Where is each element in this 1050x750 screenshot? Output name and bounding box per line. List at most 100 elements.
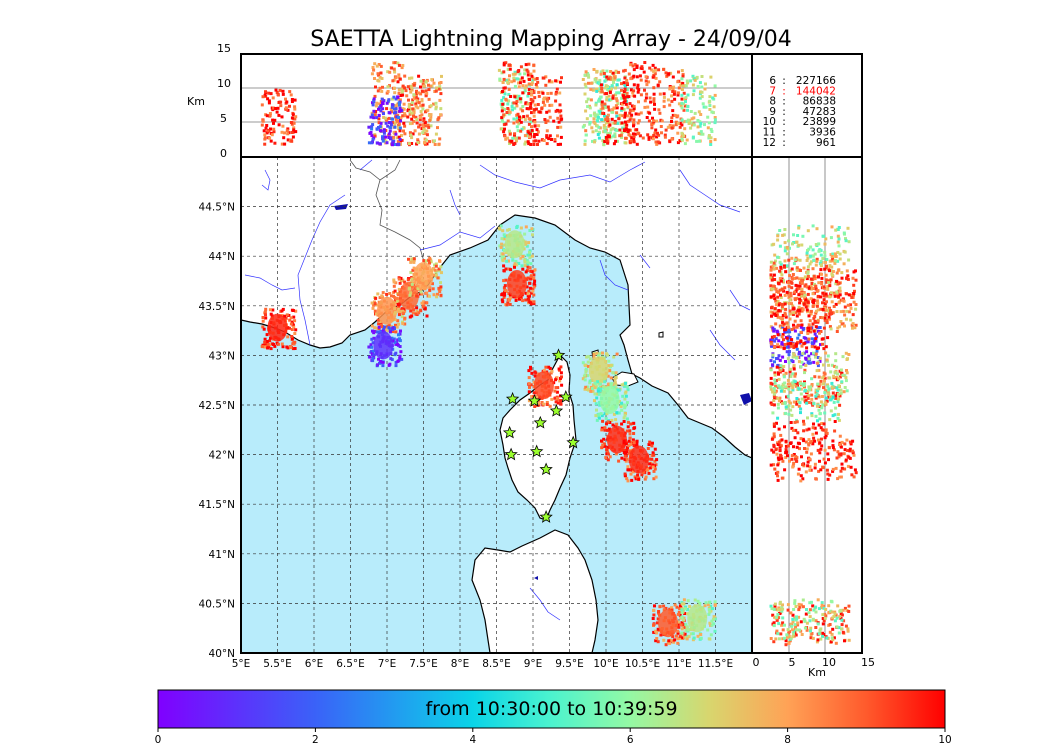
- storm-cell: [497, 224, 535, 268]
- lat-tick-label: 43.5°N: [199, 301, 235, 313]
- lon-tick-label: 6.5°E: [336, 658, 365, 670]
- count-level: 10: [763, 116, 776, 128]
- storm-cell-altitude-top: [527, 74, 564, 146]
- counts-panel: 6:2271667:1440428:868389:4728310:2389911…: [751, 53, 863, 158]
- top-panel-yaxis: 15 10 5 0 Km: [187, 42, 231, 160]
- lake-3: [740, 393, 752, 405]
- lon-tick-label: 9°E: [524, 658, 543, 670]
- giglio-island: [658, 331, 664, 338]
- right-xtick-0: 0: [753, 656, 760, 669]
- lon-tick-label: 6°E: [305, 658, 324, 670]
- station-star-icon: [549, 403, 564, 417]
- lat-tick-label: 42°N: [209, 450, 235, 462]
- altitude-longitude-panel: [240, 53, 753, 158]
- storm-cell-altitude-top: [622, 61, 659, 146]
- lon-tick-label: 5.5°E: [263, 658, 292, 670]
- colorbar-tick-label: 6: [627, 734, 634, 746]
- lat-tick-label: 44°N: [209, 251, 235, 263]
- lon-tick-label: 5°E: [232, 658, 251, 670]
- count-value: 86838: [803, 96, 836, 108]
- count-value: 3936: [809, 127, 836, 139]
- lake: [334, 204, 348, 210]
- lon-tick-label: 10°E: [593, 658, 618, 670]
- top-ylabel: Km: [187, 95, 205, 108]
- count-separator: :: [782, 96, 786, 108]
- colorbar-tick-label: 10: [938, 734, 951, 746]
- lat-tick-label: 41.5°N: [199, 499, 235, 511]
- map-sources: [260, 224, 717, 647]
- lon-tick-label: 8°E: [451, 658, 470, 670]
- latitude-altitude-panel: [751, 156, 863, 654]
- map-panel: [240, 156, 753, 654]
- lon-tick-label: 11°E: [666, 658, 691, 670]
- storm-cell-altitude-top: [680, 74, 717, 146]
- country-border-2: [379, 159, 401, 181]
- colorbar-gradient: [157, 689, 946, 729]
- right-xlabel: Km: [808, 666, 826, 679]
- station-star-icon: [527, 393, 542, 407]
- lat-tick-label: 44.5°N: [199, 202, 235, 214]
- top-ytick-10: 10: [217, 77, 231, 90]
- top-ytick-15: 15: [217, 42, 231, 55]
- station-star-icon: [505, 391, 520, 405]
- count-value: 227166: [796, 75, 836, 87]
- count-value: 47283: [803, 106, 836, 118]
- storm-cell: [260, 307, 298, 351]
- colorbar-tick-label: 8: [784, 734, 791, 746]
- right-panel-sources: [769, 224, 858, 647]
- sardinia-island: [471, 529, 599, 653]
- lon-tick-label: 9.5°E: [555, 658, 584, 670]
- count-separator: :: [782, 127, 786, 139]
- right-xtick-5: 5: [789, 656, 796, 669]
- count-separator: :: [782, 85, 786, 97]
- station-star-icon: [502, 425, 517, 439]
- station-star-icon: [539, 510, 553, 523]
- station-star-icon: [539, 462, 553, 476]
- storm-cell-altitude-right: [769, 307, 830, 351]
- count-separator: :: [782, 116, 786, 128]
- figure-title: SAETTA Lightning Mapping Array - 24/09/0…: [310, 27, 791, 52]
- lat-tick-label: 43°N: [209, 350, 235, 362]
- top-panel-sources: [260, 61, 717, 147]
- map-lon-axis: 5°E 5.5°E 6°E 6.5°E 7°E 7.5°E 8°E 8.5°E 9°E 9.5°E…: [232, 658, 733, 670]
- colorbar-tick-label: 4: [469, 734, 476, 746]
- storm-cell: [406, 256, 443, 299]
- count-value: 961: [816, 137, 836, 149]
- count-level: 11: [763, 127, 776, 139]
- storm-cell-altitude-top: [260, 88, 298, 146]
- storm-cell-altitude-right: [769, 439, 858, 483]
- right-xtick-15: 15: [861, 656, 875, 669]
- count-level: 6: [769, 75, 776, 87]
- storm-cell-altitude-right: [769, 598, 844, 642]
- lat-tick-label: 41°N: [209, 549, 235, 561]
- lat-tick-label: 42.5°N: [199, 400, 235, 412]
- mainland-land: [241, 157, 752, 459]
- storm-cell-altitude-right: [769, 264, 858, 307]
- count-level: 8: [769, 96, 776, 108]
- count-level: 9: [769, 106, 776, 118]
- count-separator: :: [782, 75, 786, 87]
- storm-cell-altitude-right: [769, 224, 851, 268]
- station-star-icon: [559, 390, 573, 403]
- storm-cell-altitude-top: [500, 61, 537, 146]
- colorbar-tick-label: 2: [312, 734, 319, 746]
- colorbar: 0 2 4 6 8 10: [155, 689, 952, 746]
- top-ytick-5: 5: [220, 112, 227, 125]
- storm-cell-altitude-top: [367, 95, 404, 147]
- lon-tick-label: 7°E: [378, 658, 397, 670]
- storm-cell-altitude-right: [769, 380, 844, 423]
- storm-cell-altitude-top: [651, 67, 687, 146]
- station-star-icon: [533, 415, 547, 429]
- count-separator: :: [782, 137, 786, 149]
- count-level: 12: [763, 137, 776, 149]
- storm-cell: [622, 439, 659, 483]
- station-star-icon: [551, 348, 566, 362]
- right-xtick-10: 10: [822, 656, 836, 669]
- lat-tick-label: 40°N: [209, 648, 235, 660]
- count-value: 23899: [803, 116, 836, 128]
- count-level: 7: [769, 85, 776, 97]
- right-panel-xaxis: 0 5 10 15 Km: [753, 656, 876, 679]
- lat-tick-label: 40.5°N: [199, 598, 235, 610]
- storm-cell: [680, 598, 717, 642]
